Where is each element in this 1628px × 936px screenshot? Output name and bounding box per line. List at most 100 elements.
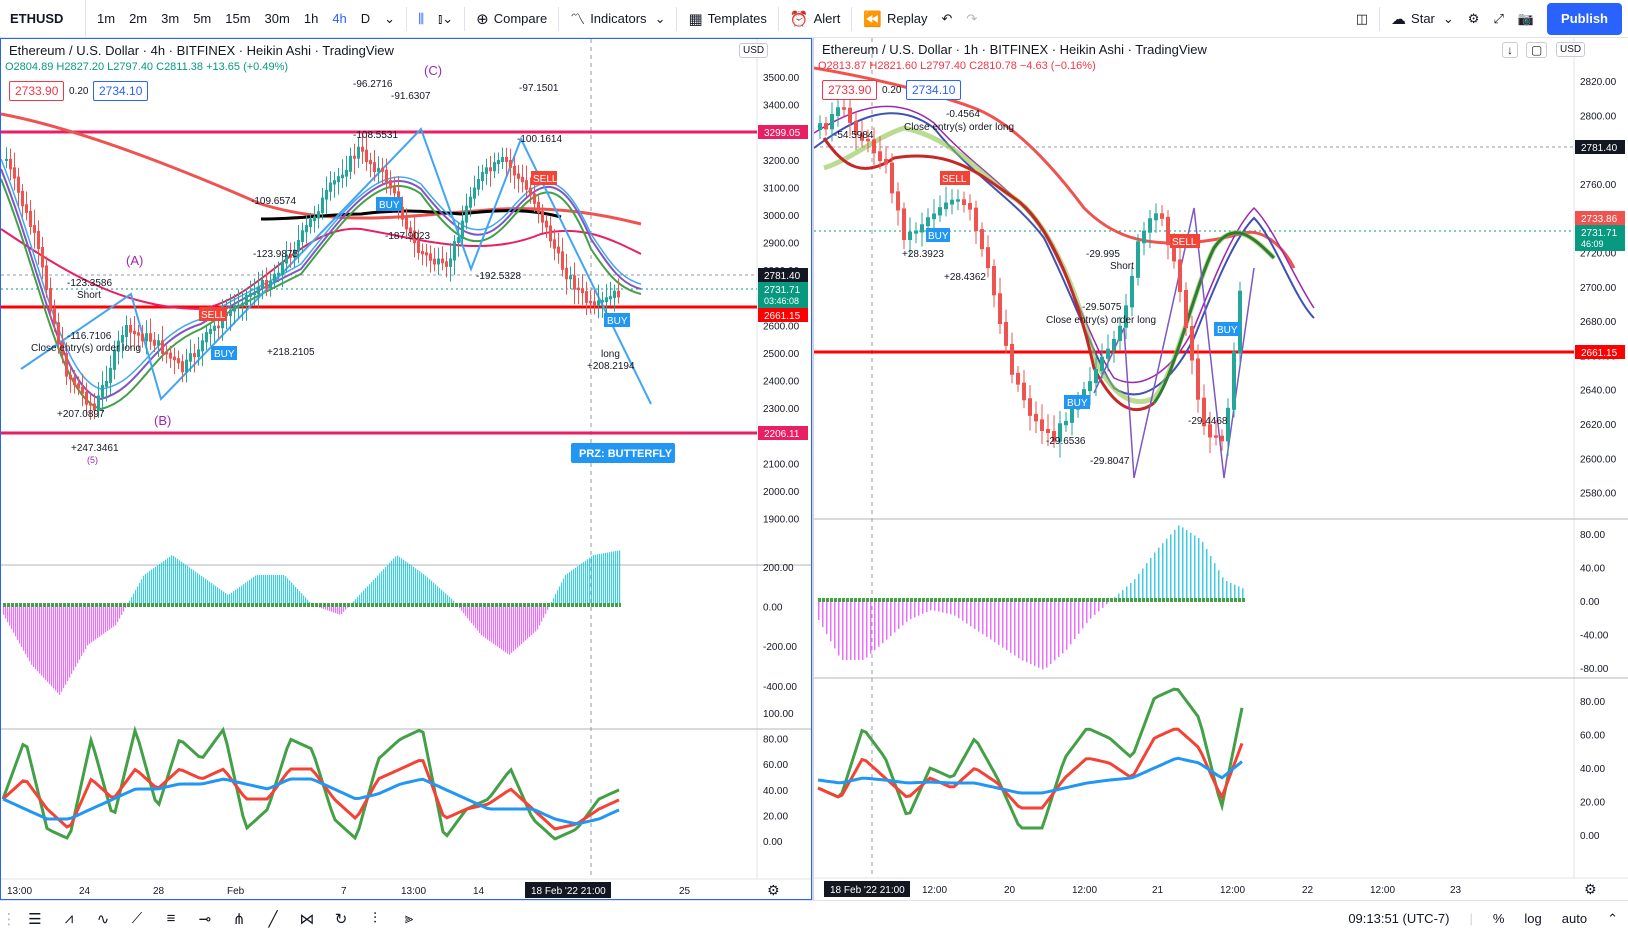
sell-price-box[interactable]: 2733.90 (822, 80, 878, 100)
candle-body (53, 308, 56, 325)
macd-bar (898, 600, 900, 629)
auto-toggle[interactable]: auto (1561, 911, 1588, 926)
fib-channel-icon[interactable]: ⫶ (373, 910, 377, 927)
chevron-down-icon[interactable]: ⌄ (384, 10, 396, 26)
publish-button[interactable]: Publish (1547, 2, 1622, 35)
macd-bar (1186, 530, 1188, 600)
candle-body (301, 230, 304, 242)
line-tool-icon[interactable]: ╱ (268, 910, 278, 928)
candle-body (157, 340, 160, 346)
fib-icon[interactable]: ≡ (166, 910, 176, 927)
undo-icon[interactable]: ↶ (941, 10, 953, 26)
buy-marker[interactable] (926, 228, 950, 242)
redo-icon[interactable]: ↷ (966, 10, 978, 26)
macd-bar (101, 605, 103, 636)
interval-d[interactable]: D (360, 11, 371, 26)
interval-5m[interactable]: 5m (193, 11, 212, 26)
pattern-abcd-icon[interactable]: ⩘ (64, 910, 74, 927)
gear-icon[interactable]: ⚙ (1584, 881, 1597, 897)
xabcd-pattern-icon[interactable]: ⋈ (299, 910, 315, 928)
candle-body (13, 167, 16, 179)
templates-button[interactable]: ▦ Templates (688, 10, 767, 28)
clock-display[interactable]: 09:13:51 (UTC-7) (1348, 911, 1450, 926)
right-chart-pane[interactable]: -54.5984 -0.4564 Close entry(s) order lo… (814, 38, 1628, 900)
harmonic-pattern[interactable] (20, 127, 652, 405)
sell-marker[interactable] (531, 171, 557, 185)
prz-label-box[interactable] (571, 443, 675, 463)
candle-body (469, 196, 472, 208)
chevron-up-icon[interactable]: ⌃ (1607, 910, 1618, 926)
trade-label: -109.6574 (251, 196, 296, 207)
macd-bar (245, 582, 247, 605)
buy-marker[interactable] (1064, 395, 1090, 409)
indicators-button[interactable]: 〽 Indicators ⌄ (563, 0, 672, 38)
time-axis[interactable]: 13:00 24 28 Feb 7 13:00 14 25 (7, 886, 691, 897)
percent-toggle[interactable]: % (1492, 911, 1505, 926)
macd-bar (389, 562, 391, 605)
cycle-icon[interactable]: ↻ (334, 910, 348, 928)
pane-divider[interactable] (812, 38, 814, 900)
time-axis[interactable]: 12:00 20 12:00 21 12:00 22 12:00 23 (922, 885, 1462, 896)
gann-icon[interactable]: ⫸ (404, 910, 414, 927)
left-chart-canvas[interactable]: (A) (B) (C) (5) -123.3586 Short -116.710… (1, 39, 811, 899)
gear-icon[interactable]: ⚙ (767, 882, 780, 898)
alert-button[interactable]: ⏰ Alert (789, 10, 841, 28)
trade-label: -0.4564 (946, 109, 980, 120)
left-chart-pane[interactable]: (A) (B) (C) (5) -123.3586 Short -116.710… (0, 38, 812, 900)
chart-legend-title[interactable]: Ethereum / U.S. Dollar · 4h · BITFINEX ·… (9, 43, 394, 58)
symbol-search[interactable]: ETHUSD (0, 0, 86, 38)
macd-bar (974, 600, 976, 629)
camera-icon[interactable]: 📷 (1517, 10, 1535, 26)
buy-marker[interactable] (1214, 322, 1240, 336)
sell-marker[interactable] (1170, 234, 1200, 248)
drag-handle-icon[interactable]: ⋮ (1, 910, 17, 928)
interval-1m[interactable]: 1m (97, 11, 116, 26)
candle-body (1112, 338, 1116, 351)
candles-icon[interactable]: ⫾⌄ (438, 10, 454, 26)
layout-icon[interactable]: ◫ (1355, 10, 1369, 26)
maximize-icon[interactable]: ▢ (1526, 42, 1548, 58)
interval-4h[interactable]: 4h (332, 11, 347, 26)
elliott-wave-icon[interactable]: ∿ (96, 910, 110, 928)
buy-marker[interactable] (376, 197, 402, 211)
interval-30m[interactable]: 30m (264, 11, 290, 26)
buy-price-box[interactable]: 2734.10 (906, 80, 962, 100)
buy-marker[interactable] (604, 313, 630, 327)
currency-selector[interactable]: USD (739, 43, 769, 58)
gear-icon[interactable]: ⚙ (1467, 10, 1480, 26)
bar-style-icon[interactable]: ⫼ (418, 10, 425, 26)
chart-legend-title[interactable]: Ethereum / U.S. Dollar · 1h · BITFINEX ·… (822, 42, 1207, 57)
macd-bar (377, 575, 379, 605)
candle-body (349, 155, 352, 172)
pitchfork-icon[interactable]: ⋔ (232, 910, 246, 928)
macd-bar (499, 605, 501, 649)
replay-button[interactable]: ⏪ Replay (863, 10, 928, 28)
horizontal-ray-icon[interactable]: ⊸ (198, 910, 212, 928)
interval-2m[interactable]: 2m (129, 11, 148, 26)
candle-body (437, 258, 440, 265)
macd-bar (329, 605, 331, 612)
macd-axis-tick-label: -40.00 (1580, 631, 1609, 642)
interval-1h[interactable]: 1h (303, 11, 319, 26)
compare-button[interactable]: ⊕ Compare (476, 10, 548, 28)
macd-bar (111, 605, 113, 629)
sell-marker[interactable] (940, 171, 970, 185)
macd-bar (81, 605, 83, 657)
buy-marker[interactable] (211, 346, 237, 360)
interval-15m[interactable]: 15m (225, 11, 251, 26)
candle-body (884, 159, 888, 165)
buy-price-box[interactable]: 2734.10 (93, 81, 149, 101)
currency-selector[interactable]: USD (1556, 42, 1586, 57)
interval-3m[interactable]: 3m (161, 11, 180, 26)
right-chart-canvas[interactable]: -54.5984 -0.4564 Close entry(s) order lo… (814, 38, 1628, 900)
horizontal-lines-icon[interactable]: ☰ (28, 910, 42, 928)
macd-bar (1222, 577, 1224, 600)
trend-line-icon[interactable]: ⟋ (131, 910, 143, 927)
fullscreen-icon[interactable]: ⤢ (1493, 10, 1504, 26)
sell-marker[interactable] (199, 307, 227, 321)
sell-price-box[interactable]: 2733.90 (9, 81, 65, 101)
log-toggle[interactable]: log (1524, 911, 1542, 926)
price-tag-bg (758, 426, 808, 440)
star-button[interactable]: ☁ Star ⌄ (1391, 10, 1454, 28)
arrow-down-icon[interactable]: ↓ (1502, 42, 1518, 58)
